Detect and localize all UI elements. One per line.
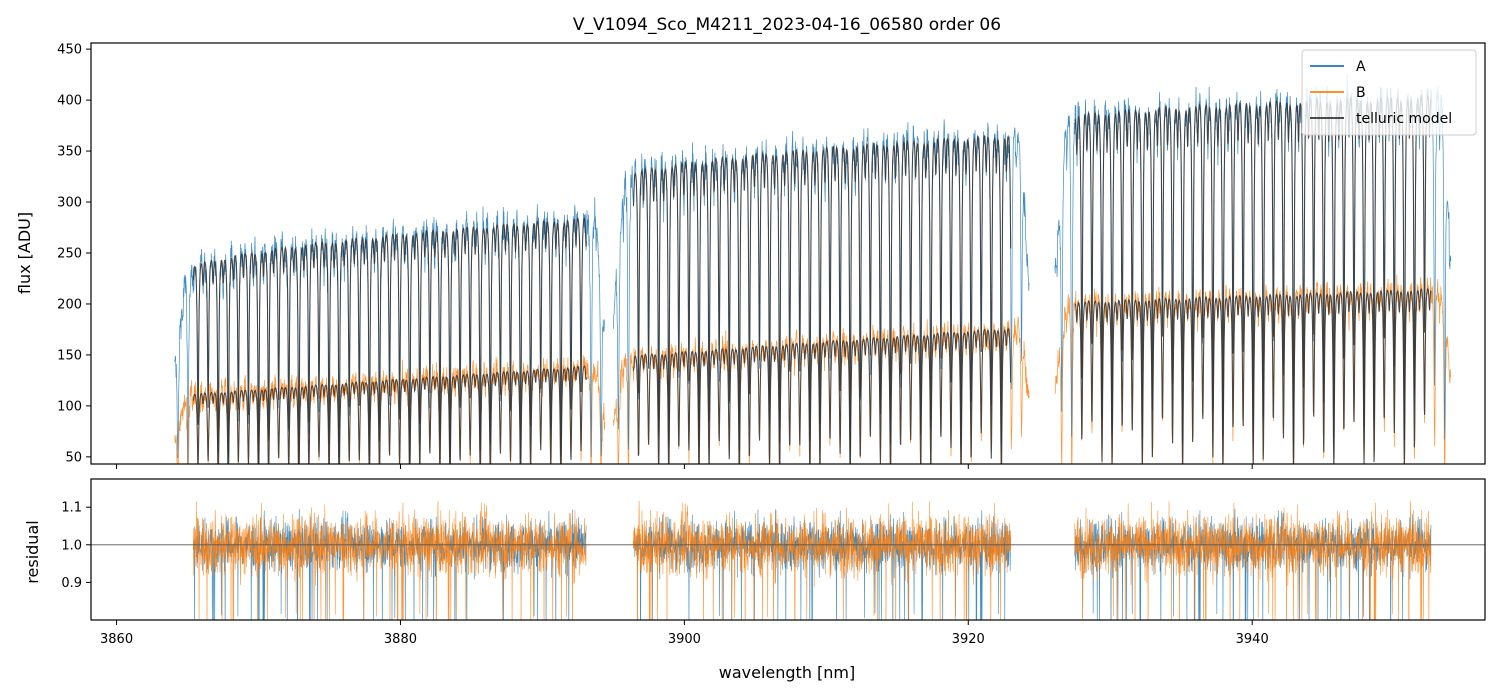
residual-y-axis-label: residual xyxy=(23,520,42,583)
chart-title: V_V1094_Sco_M4211_2023-04-16_06580 order… xyxy=(573,15,1001,35)
series-b-residual-segment-2 xyxy=(632,500,1011,620)
flux-y-tick-label: 200 xyxy=(57,297,82,312)
flux-y-tick-label: 50 xyxy=(65,450,82,465)
x-tick-label: 3860 xyxy=(100,632,133,647)
flux-y-axis-label: flux [ADU] xyxy=(15,212,34,294)
residual-y-tick-label: 1.0 xyxy=(61,538,82,553)
flux-y-tick-label: 150 xyxy=(57,348,82,363)
x-axis-label: wavelength [nm] xyxy=(719,663,856,682)
legend-box xyxy=(1301,49,1477,136)
flux-axes-frame xyxy=(90,42,1486,465)
residual-y-ticks: 0.9 1.0 1.1 xyxy=(61,501,91,591)
flux-y-tick-label: 350 xyxy=(57,145,82,160)
flux-y-tick-label: 300 xyxy=(57,196,82,211)
legend-label-model: telluric model xyxy=(1356,111,1452,127)
residual-axes-frame xyxy=(90,478,1486,621)
telluric-model-line xyxy=(192,94,1432,464)
x-tick-label: 3940 xyxy=(1236,632,1269,647)
x-tick-label: 3880 xyxy=(384,632,417,647)
flux-y-tick-label: 250 xyxy=(57,246,82,261)
residual-y-tick-label: 0.9 xyxy=(61,576,82,591)
telluric-model-b-segment-1 xyxy=(192,365,587,464)
flux-y-tick-label: 400 xyxy=(57,94,82,109)
residual-x-ticks: 3860 3880 3900 3920 3940 xyxy=(100,620,1269,647)
x-tick-label: 3920 xyxy=(952,632,985,647)
legend: A B telluric model xyxy=(1301,49,1477,136)
telluric-model-b-segment-2 xyxy=(632,327,1012,464)
telluric-model-b-segment-3 xyxy=(1074,287,1432,464)
flux-x-ticks xyxy=(116,464,1253,469)
flux-y-ticks: 50 100 150 200 250 300 350 400 450 xyxy=(57,43,91,465)
residual-y-tick-label: 1.1 xyxy=(61,501,82,516)
series-b-residual-segment-3 xyxy=(1074,500,1432,620)
legend-label-b: B xyxy=(1356,85,1366,101)
flux-y-tick-label: 100 xyxy=(57,399,82,414)
flux-y-tick-label: 450 xyxy=(57,43,82,58)
residual-plot-area xyxy=(91,500,1485,620)
telluric-model-a-segment-2 xyxy=(632,134,1012,452)
x-tick-label: 3900 xyxy=(668,632,701,647)
legend-label-a: A xyxy=(1356,59,1366,75)
flux-plot-area xyxy=(174,73,1452,464)
series-b-flux xyxy=(174,274,1452,464)
series-a-flux xyxy=(174,73,1452,464)
